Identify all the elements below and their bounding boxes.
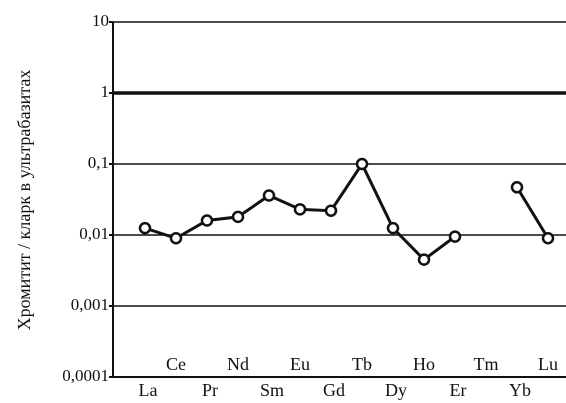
marker — [324, 204, 338, 217]
marker — [417, 253, 431, 266]
x-tick-label: Tb — [352, 354, 372, 374]
marker — [231, 210, 245, 224]
marker — [448, 230, 462, 243]
x-tick-label: Sm — [260, 380, 284, 400]
x-tick-label: Yb — [509, 380, 531, 400]
marker — [355, 157, 369, 171]
x-tick-label: Eu — [290, 354, 310, 374]
y-tick-label: 0,1 — [88, 153, 109, 172]
x-tick-label: Er — [450, 380, 467, 400]
y-tick-label: 0,0001 — [62, 366, 109, 385]
y-axis-label: Хромитит / кларк в ультрабазитах — [14, 70, 34, 331]
marker — [138, 221, 152, 235]
marker — [293, 203, 307, 216]
marker — [169, 231, 183, 245]
x-tick-label: Lu — [538, 354, 558, 374]
x-tick-label: Ho — [413, 354, 435, 374]
marker — [386, 221, 400, 235]
y-tick-label: 1 — [101, 82, 110, 101]
series-line — [144, 160, 550, 262]
y-tick-label: 0,001 — [71, 295, 109, 314]
x-tick-label: Gd — [323, 380, 345, 400]
x-tick-label: Dy — [385, 380, 407, 400]
x-tick-label: Nd — [227, 354, 249, 374]
y-tick-label: 0,01 — [79, 224, 109, 243]
x-tick-label: La — [139, 380, 158, 400]
x-tick-label: Tm — [474, 354, 499, 374]
marker — [541, 231, 555, 245]
marker — [510, 181, 524, 194]
y-tick-label: 10 — [92, 11, 109, 30]
x-tick-label: Pr — [202, 380, 218, 400]
x-tick-label: Ce — [166, 354, 186, 374]
marker — [262, 189, 276, 202]
marker — [200, 214, 214, 227]
